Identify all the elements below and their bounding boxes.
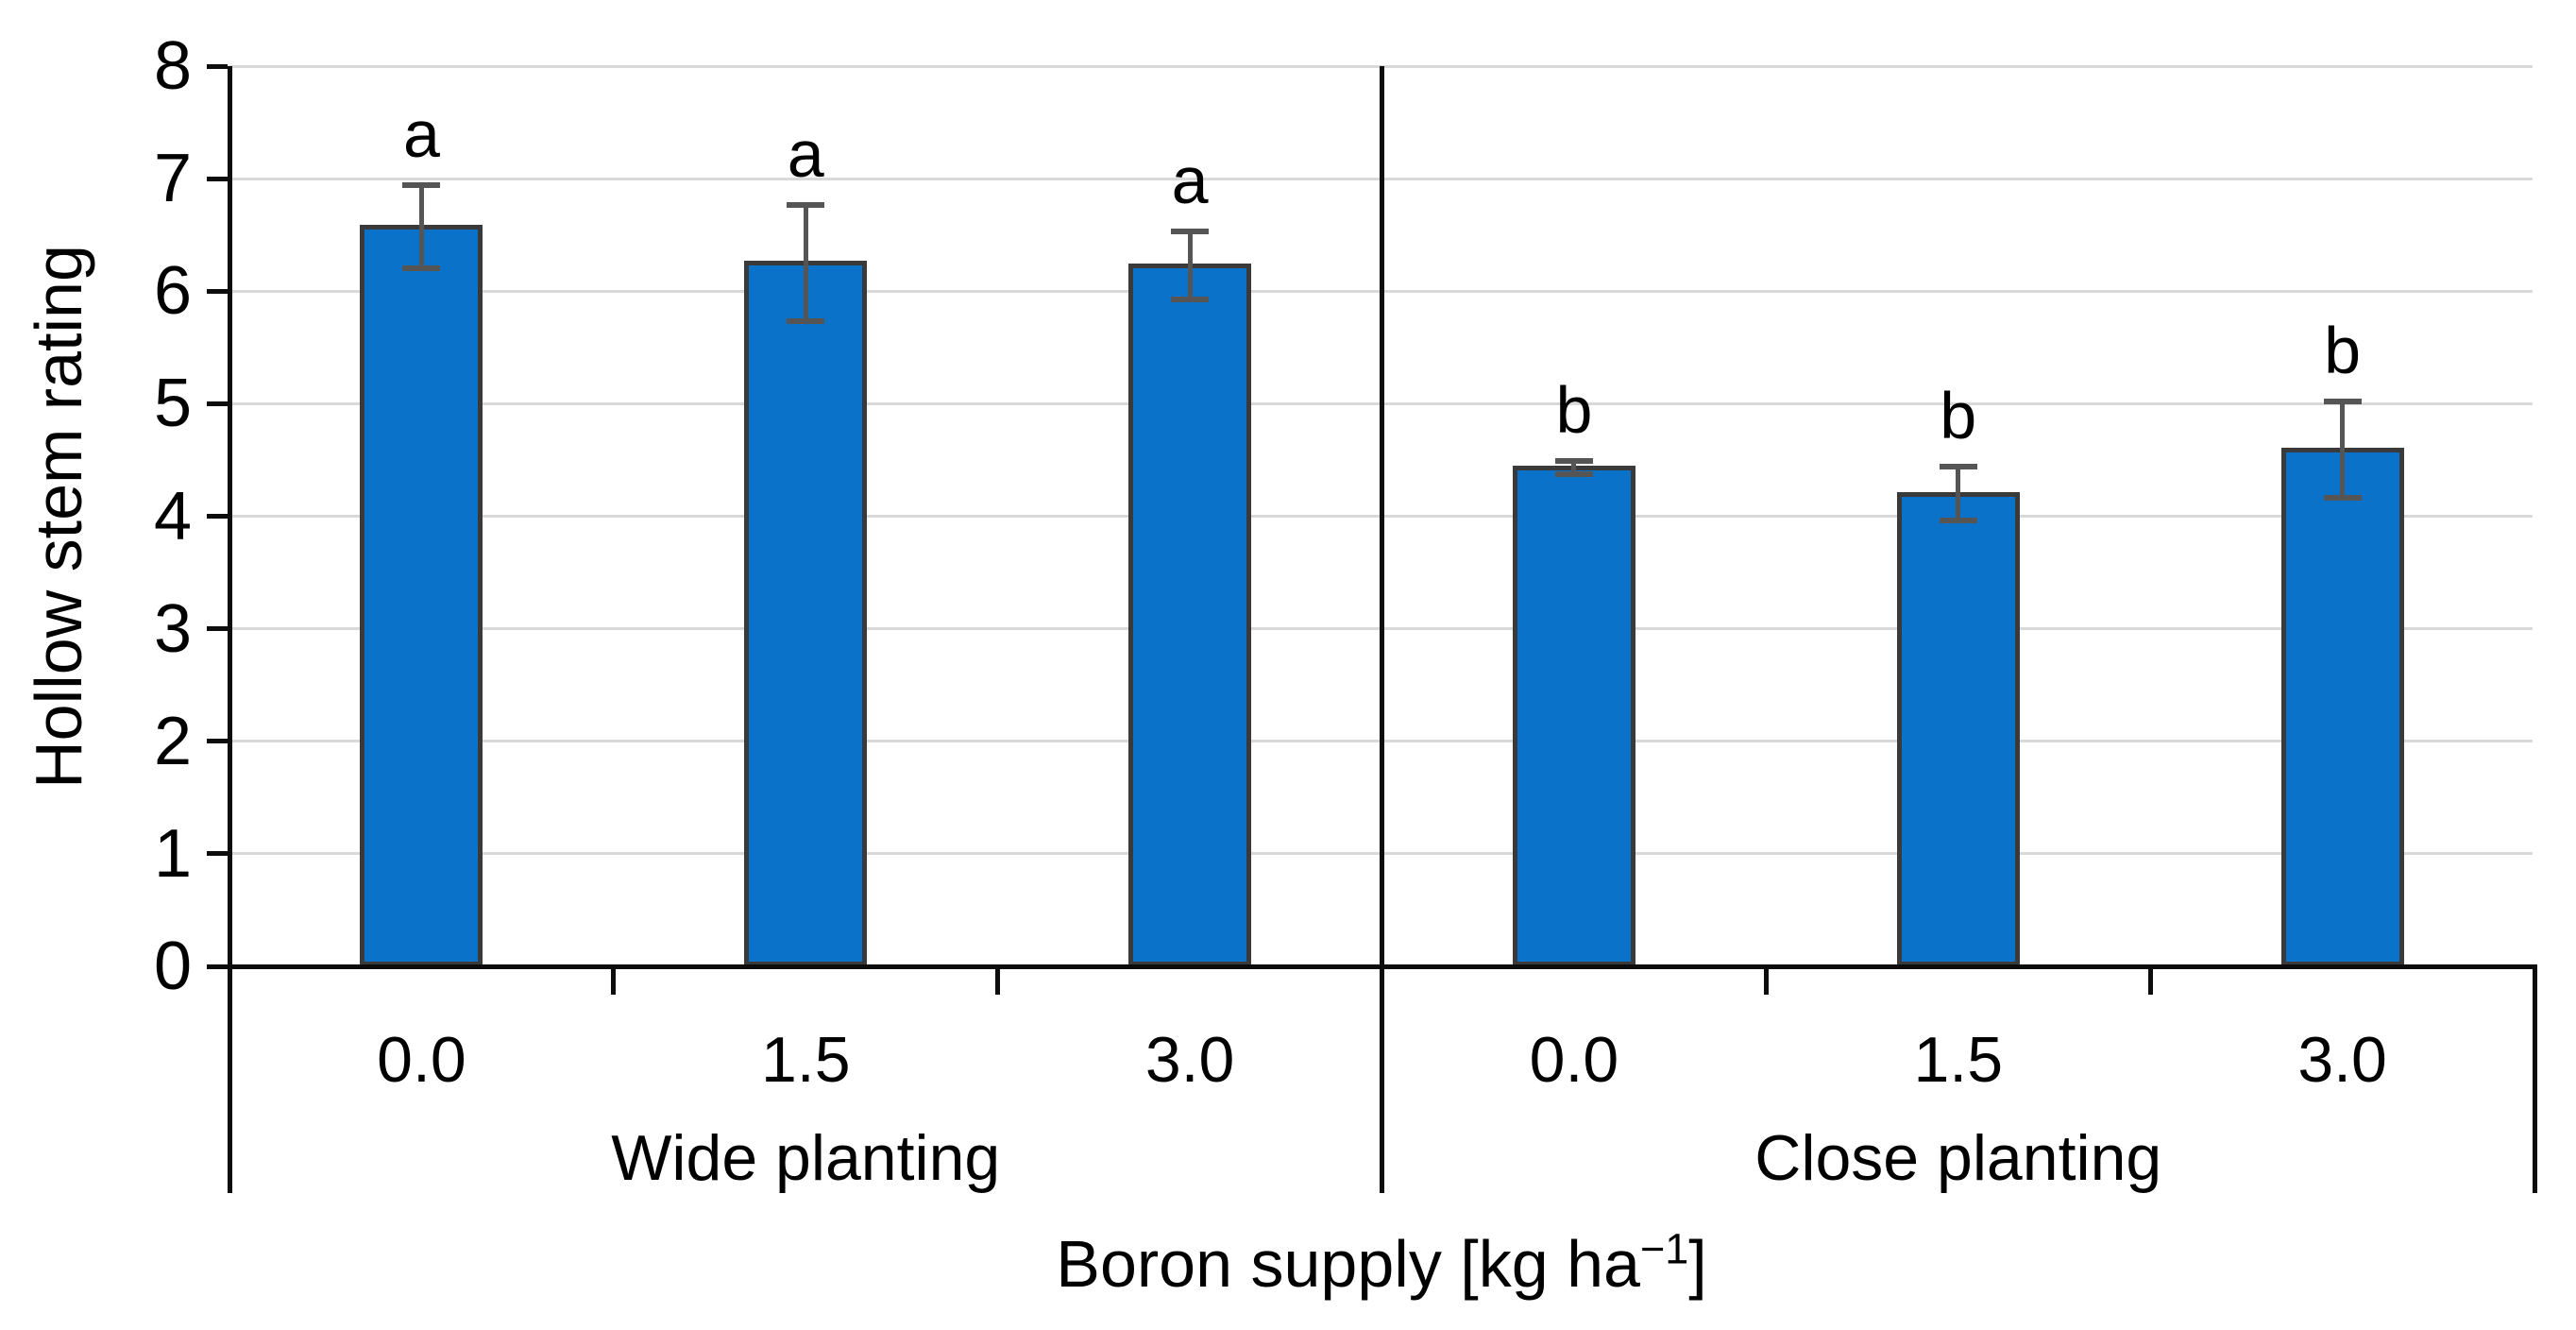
error-bar-cap-bottom [402,265,441,272]
y-axis-line [227,66,232,1193]
y-tick-label: 3 [153,590,192,667]
y-axis-tick [207,514,228,519]
y-tick-label: 1 [153,815,192,892]
x-axis-title-text: Boron supply [kg ha [1056,1227,1640,1301]
error-bar-cap-bottom [787,318,825,325]
group-divider-line [1380,66,1384,1193]
y-tick-label: 8 [153,28,192,104]
error-bar-line [2340,401,2346,499]
significance-letter: b [1940,379,1977,453]
y-tick-label: 4 [153,478,192,554]
right-separator-line [2532,966,2537,1193]
y-axis-tick [207,963,228,969]
x-category-label: 0.0 [1529,1024,1619,1096]
y-tick-label: 5 [153,366,192,442]
x-axis-title-superscript: −1 [1639,1224,1689,1273]
error-bar-cap-top [1171,229,1210,235]
group-label: Close planting [1754,1122,2162,1194]
significance-letter: b [1555,373,1593,448]
group-label: Wide planting [611,1122,1001,1194]
x-axis-tick [2147,966,2153,995]
y-axis-tick [207,63,228,69]
significance-letter: a [787,116,824,191]
y-axis-tick [207,176,228,181]
significance-letter: a [1171,144,1209,218]
x-axis-title-close-bracket: ] [1688,1227,1707,1301]
error-bar-cap-bottom [1171,296,1210,302]
bar [1128,263,1252,966]
y-tick-label: 2 [153,703,192,779]
error-bar-cap-top [402,182,441,189]
y-tick-label: 7 [153,141,192,217]
error-bar-line [1571,461,1577,475]
y-axis-tick [207,851,228,857]
x-category-label: 3.0 [2297,1024,2387,1096]
significance-letter: b [2324,313,2362,387]
x-axis-tick [995,966,1001,995]
y-axis-tick [207,288,228,294]
error-bar-cap-top [1554,458,1593,465]
error-bar-line [1187,231,1193,299]
bar [1896,491,2020,966]
error-bar-cap-top [2323,398,2362,404]
bar [360,225,483,966]
y-axis-tick [207,739,228,744]
error-bar-cap-bottom [1554,471,1593,478]
x-axis-tick [1763,966,1769,995]
error-bar-line [418,185,424,269]
y-axis-tick [207,626,228,632]
error-bar-cap-top [787,201,825,208]
y-tick-label: 0 [153,929,192,1004]
x-category-label: 3.0 [1144,1024,1235,1096]
bar [744,261,868,966]
bar [2280,448,2404,966]
x-category-label: 0.0 [377,1024,466,1096]
x-category-label: 1.5 [1913,1024,2004,1096]
error-bar-cap-bottom [2323,495,2362,502]
x-axis-tick [611,966,617,995]
error-bar-line [803,204,808,322]
y-tick-label: 6 [153,253,192,330]
error-bar-line [1956,467,1961,521]
x-category-label: 1.5 [760,1024,851,1096]
x-axis-title: Boron supply [kg ha−1] [1056,1226,1707,1302]
y-axis-tick [207,401,228,406]
bar [1512,466,1635,966]
error-bar-cap-top [1939,464,1977,470]
significance-letter: a [402,97,440,172]
error-bar-cap-bottom [1939,518,1977,524]
